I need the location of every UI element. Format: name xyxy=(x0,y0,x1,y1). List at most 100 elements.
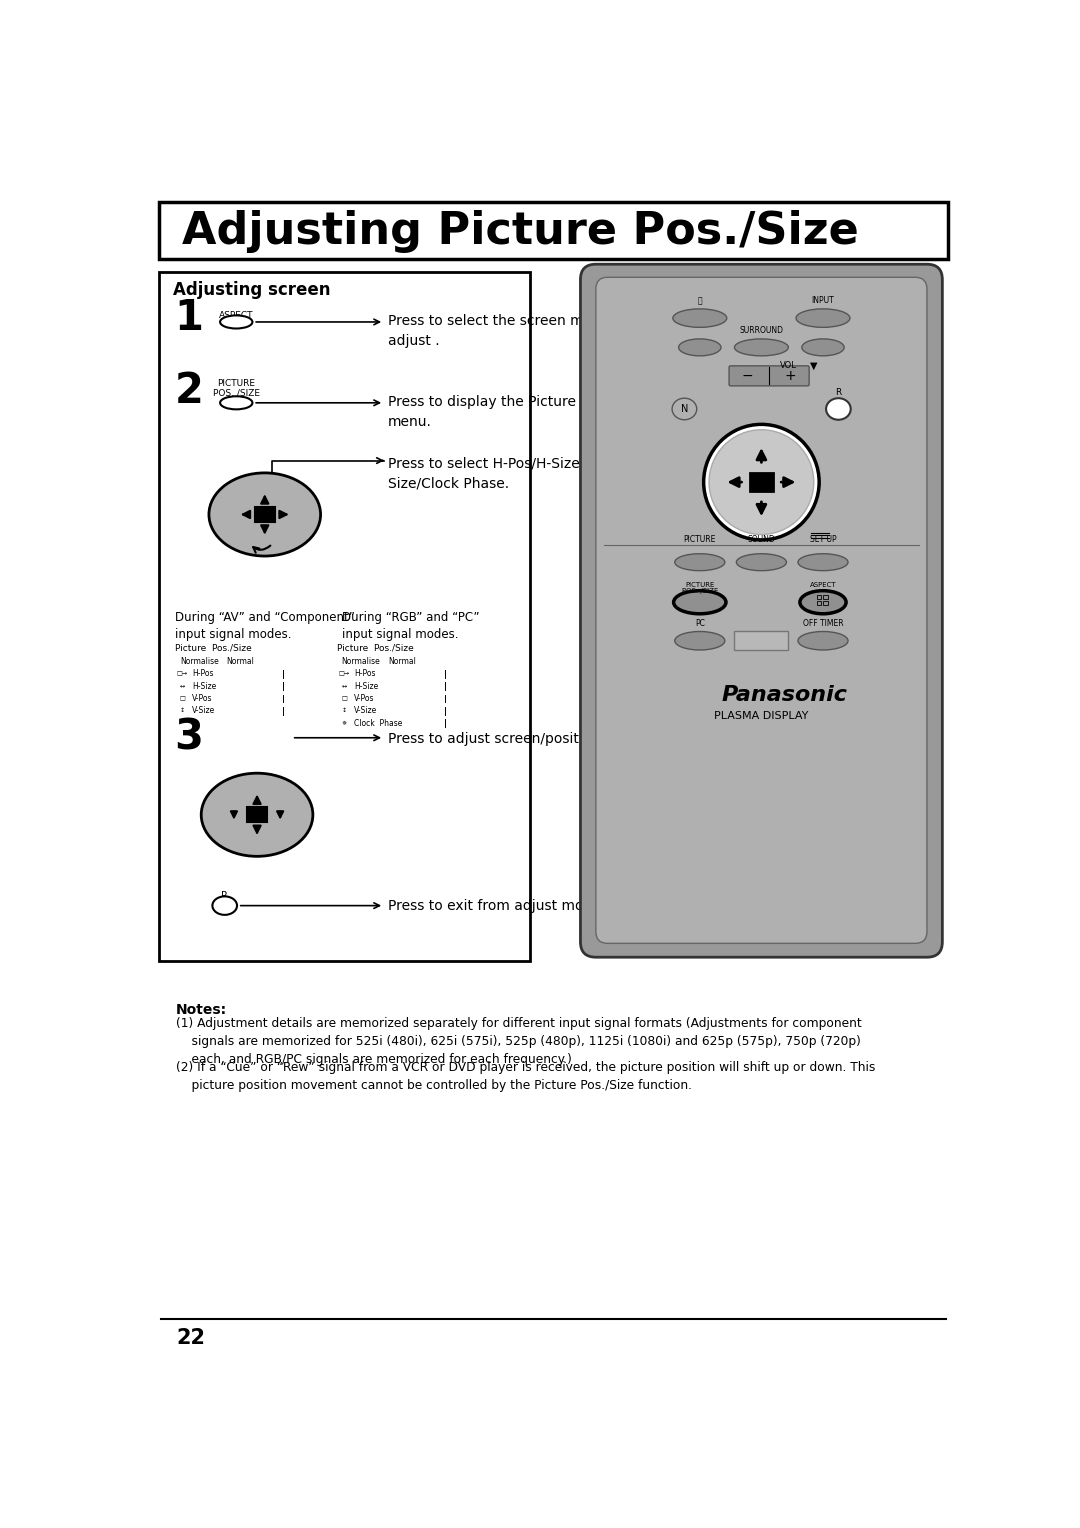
Text: 2: 2 xyxy=(175,370,203,413)
Bar xyxy=(411,685,478,689)
Text: During “RGB” and “PC”
input signal modes.: During “RGB” and “PC” input signal modes… xyxy=(341,611,480,640)
Ellipse shape xyxy=(800,591,846,614)
Text: ASPECT: ASPECT xyxy=(219,310,254,319)
Text: +: + xyxy=(785,368,796,384)
Ellipse shape xyxy=(337,683,351,691)
Text: Press to exit from adjust mode.: Press to exit from adjust mode. xyxy=(388,900,605,914)
Bar xyxy=(334,717,488,729)
Text: Clock  Phase: Clock Phase xyxy=(354,718,403,727)
Text: 22: 22 xyxy=(176,1328,205,1348)
Ellipse shape xyxy=(337,669,351,678)
Ellipse shape xyxy=(337,720,351,727)
Text: Adjusting Picture Pos./Size: Adjusting Picture Pos./Size xyxy=(183,209,859,252)
Bar xyxy=(823,594,827,599)
Text: H-Size: H-Size xyxy=(354,681,378,691)
Bar xyxy=(247,807,267,822)
Ellipse shape xyxy=(337,707,351,715)
Text: ▼: ▼ xyxy=(810,361,818,371)
Text: Normal: Normal xyxy=(226,657,254,666)
Text: V-Pos: V-Pos xyxy=(354,694,375,703)
Text: PICTURE: PICTURE xyxy=(217,379,255,388)
Bar xyxy=(173,668,326,680)
Text: ⏻: ⏻ xyxy=(698,296,702,306)
Bar xyxy=(173,642,326,717)
Text: POS. /SIZE: POS. /SIZE xyxy=(681,588,718,594)
Text: 1: 1 xyxy=(175,296,204,339)
Text: (1) Adjustment details are memorized separately for different input signal forma: (1) Adjustment details are memorized sep… xyxy=(176,1018,862,1067)
Bar xyxy=(334,692,488,704)
Ellipse shape xyxy=(175,669,190,678)
Text: SOUND: SOUND xyxy=(747,535,775,544)
Text: INPUT: INPUT xyxy=(812,296,835,306)
Bar xyxy=(159,272,530,961)
Ellipse shape xyxy=(674,591,726,614)
Bar xyxy=(816,594,822,599)
Text: PICTURE: PICTURE xyxy=(684,535,716,544)
Bar xyxy=(173,656,326,668)
Ellipse shape xyxy=(220,315,253,329)
Text: □: □ xyxy=(179,695,186,701)
Ellipse shape xyxy=(337,695,351,703)
Text: □→: □→ xyxy=(338,671,350,677)
Ellipse shape xyxy=(175,683,190,691)
Bar xyxy=(173,642,326,656)
Text: R: R xyxy=(221,891,228,900)
Ellipse shape xyxy=(798,553,848,570)
Text: V-Pos: V-Pos xyxy=(192,694,213,703)
Text: N: N xyxy=(680,403,688,414)
Bar xyxy=(229,299,234,304)
Text: Picture  Pos./Size: Picture Pos./Size xyxy=(337,643,414,652)
Text: VOL: VOL xyxy=(780,361,797,370)
Bar xyxy=(734,631,788,649)
Text: H-Pos: H-Pos xyxy=(192,669,214,678)
Bar xyxy=(411,709,478,714)
Text: ✵: ✵ xyxy=(341,721,347,726)
Bar xyxy=(334,656,488,668)
Ellipse shape xyxy=(208,472,321,556)
Bar xyxy=(255,507,274,523)
Text: 3: 3 xyxy=(175,717,204,759)
Text: ASPECT: ASPECT xyxy=(810,582,836,588)
Bar xyxy=(334,642,488,729)
Bar xyxy=(334,642,488,656)
Ellipse shape xyxy=(220,396,253,410)
Ellipse shape xyxy=(213,897,237,915)
Ellipse shape xyxy=(345,657,378,666)
Text: □: □ xyxy=(341,695,347,701)
FancyBboxPatch shape xyxy=(596,277,927,943)
Bar xyxy=(411,671,478,677)
Text: Press to display the Picture Pos./Size
menu.: Press to display the Picture Pos./Size m… xyxy=(388,396,642,429)
Text: Notes:: Notes: xyxy=(176,1004,227,1018)
Text: PLASMA DISPLAY: PLASMA DISPLAY xyxy=(714,711,809,721)
Text: V-Size: V-Size xyxy=(354,706,377,715)
Bar xyxy=(173,680,326,692)
Text: Panasonic: Panasonic xyxy=(721,685,848,704)
Bar xyxy=(173,704,326,717)
Ellipse shape xyxy=(675,553,725,570)
FancyBboxPatch shape xyxy=(580,264,943,957)
Bar xyxy=(159,202,948,258)
Text: □→: □→ xyxy=(177,671,188,677)
Text: ↕: ↕ xyxy=(179,709,185,714)
Text: H-Size: H-Size xyxy=(192,681,217,691)
Bar xyxy=(411,721,478,726)
Text: SET UP: SET UP xyxy=(810,535,836,544)
Bar xyxy=(249,709,318,714)
Text: Press to adjust screen/position.: Press to adjust screen/position. xyxy=(388,732,605,746)
Bar xyxy=(249,685,318,689)
Ellipse shape xyxy=(673,309,727,327)
Bar xyxy=(411,697,478,701)
Text: During “AV” and “Component”
input signal modes.: During “AV” and “Component” input signal… xyxy=(175,611,354,640)
Text: ↔: ↔ xyxy=(341,683,347,689)
Ellipse shape xyxy=(678,339,721,356)
Bar xyxy=(249,671,318,677)
Text: Press to select H-Pos/H-Size/V-Pos/V-
Size/Clock Phase.: Press to select H-Pos/H-Size/V-Pos/V- Si… xyxy=(388,457,639,490)
Bar xyxy=(334,668,488,680)
Text: Picture  Pos./Size: Picture Pos./Size xyxy=(175,643,252,652)
Text: R: R xyxy=(835,388,841,397)
Bar xyxy=(237,299,242,304)
Bar xyxy=(334,704,488,717)
Ellipse shape xyxy=(796,309,850,327)
Bar xyxy=(237,306,242,312)
Text: −: − xyxy=(742,368,754,384)
